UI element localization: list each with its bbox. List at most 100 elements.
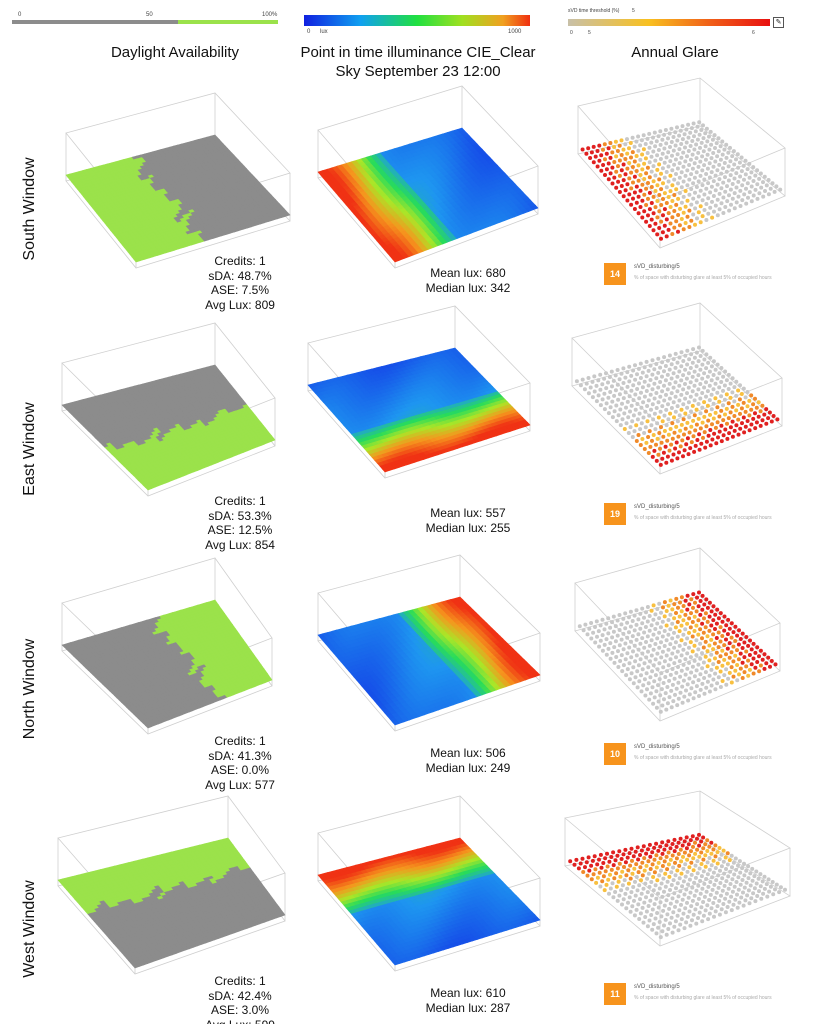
- glare-sensor-point: [594, 383, 599, 388]
- glare-sensor-point: [658, 157, 663, 161]
- glare-sensor-point: [701, 136, 706, 141]
- glare-sensor-point: [717, 191, 722, 196]
- glare-sensor-point: [721, 180, 726, 185]
- glare-sensor-point: [655, 232, 660, 237]
- glare-sensor-point: [598, 372, 603, 377]
- glare-sensor-point: [682, 132, 687, 137]
- glare-sensor-point: [674, 219, 679, 224]
- glare-sensor-point: [703, 144, 708, 149]
- glare-sensor-point: [631, 180, 635, 185]
- glare-sensor-point: [664, 141, 669, 146]
- glare-sensor-point: [698, 173, 703, 178]
- glare-sensor-point: [685, 168, 690, 173]
- glare-sensor-point: [584, 381, 589, 386]
- header-illuminance: Point in time illuminance CIE_Clear Sky …: [300, 44, 536, 80]
- glare-sensor-point: [586, 376, 591, 380]
- glare-sensor-point: [589, 150, 594, 155]
- glare-sensor-point: [687, 208, 692, 213]
- glare-sensor-point: [630, 135, 635, 140]
- glare-sensor-point: [698, 145, 702, 150]
- glare-sensor-point: [617, 190, 622, 194]
- glare-sensor-point: [678, 206, 682, 211]
- glare-sensor-point: [614, 154, 619, 159]
- glare-sensor-point: [758, 171, 763, 176]
- glare-sensor-point: [640, 198, 645, 203]
- glare-sensor-point: [738, 188, 743, 193]
- glare-sensor-point: [624, 421, 629, 426]
- glare-sensor-point: [614, 185, 619, 190]
- glare-sensor-point: [683, 221, 688, 225]
- legend-tick: 0: [307, 29, 311, 35]
- glare-sensor-point: [688, 157, 693, 162]
- edit-icon[interactable]: ✎: [773, 17, 784, 28]
- glare-sensor-point: [664, 460, 669, 465]
- glare-sensor-point: [702, 177, 707, 182]
- glare-sensor-point: [715, 168, 720, 173]
- glare-sensor-point: [707, 147, 712, 152]
- glare-sensor-point: [591, 144, 596, 149]
- glare-sensor-point: [652, 448, 657, 453]
- glare-sensor-point: [770, 181, 775, 186]
- glare-sensor-point: [628, 141, 633, 145]
- glare-sensor-point: [677, 161, 682, 166]
- glare-sensor-point: [719, 186, 724, 191]
- glare-sensor-point: [621, 147, 626, 152]
- glare-sensor-point: [663, 444, 668, 449]
- glare-sensor-point: [638, 143, 643, 148]
- glare-sensor-point: [670, 199, 675, 203]
- glare-sensor-point: [655, 436, 660, 441]
- glare-sensor-point: [736, 165, 741, 170]
- glare-sensor-point: [638, 173, 643, 177]
- glare-sensor-point: [580, 147, 585, 152]
- glare-sensor-point: [732, 176, 737, 181]
- glare-sensor-point: [627, 146, 631, 151]
- glare-sensor-point: [612, 409, 617, 414]
- glare-sensor-point: [747, 161, 752, 166]
- glare-sensor-point: [704, 126, 709, 131]
- glare-sensor-point: [696, 164, 701, 169]
- glare-sensor-point: [690, 166, 695, 171]
- glare-sensor-point: [669, 126, 674, 131]
- glare-sensor-point: [687, 177, 692, 182]
- glare-sensor-point: [686, 122, 691, 127]
- glare-sensor-point: [716, 149, 721, 154]
- glare-sensor-point: [689, 126, 694, 131]
- glare-sensor-point: [749, 184, 754, 189]
- glare-sensor-point: [732, 206, 737, 211]
- threshold-input[interactable]: 5: [632, 8, 635, 14]
- glare-sensor-point: [653, 144, 658, 149]
- glare-sensor-point: [706, 196, 711, 201]
- glare-sensor-point: [632, 174, 637, 179]
- glare-sensor-point: [666, 136, 670, 141]
- glare-sensor-point: [653, 221, 658, 226]
- glare-sensor-point: [655, 167, 660, 172]
- glare-sensor-point: [602, 391, 607, 396]
- glare-sensor-point: [650, 438, 654, 443]
- glare-sensor-point: [737, 160, 742, 165]
- glare-sensor-point: [625, 137, 629, 142]
- glare-sensor-point: [617, 392, 622, 397]
- glare-sensor-point: [614, 169, 619, 174]
- glare-sensor-point: [644, 203, 649, 207]
- glare-sensor-point: [694, 185, 699, 189]
- glare-sensor-point: [731, 149, 736, 154]
- glare-sensor-point: [685, 154, 689, 159]
- glare-sensor-point: [592, 389, 597, 394]
- glare-sensor-point: [753, 173, 758, 178]
- glare-sensor-point: [645, 165, 650, 170]
- glare-sensor-point: [651, 228, 656, 233]
- glare-sensor-point: [632, 159, 637, 164]
- legend-bar-low: [12, 20, 178, 24]
- glare-sensor-point: [632, 429, 637, 434]
- glare-sensor-point: [693, 206, 698, 211]
- glare-sensor-point: [600, 397, 605, 402]
- glare-sensor-point: [604, 386, 609, 391]
- glare-sensor-point: [683, 173, 688, 178]
- glare-sensor-point: [625, 182, 630, 187]
- glare-sensor-point: [616, 413, 621, 418]
- glare-sensor-point: [712, 133, 717, 138]
- glare-sensor-point: [651, 164, 656, 169]
- glare-sensor-point: [681, 210, 686, 215]
- glare-sensor-point: [662, 132, 667, 137]
- glare-sensor-point: [606, 146, 611, 151]
